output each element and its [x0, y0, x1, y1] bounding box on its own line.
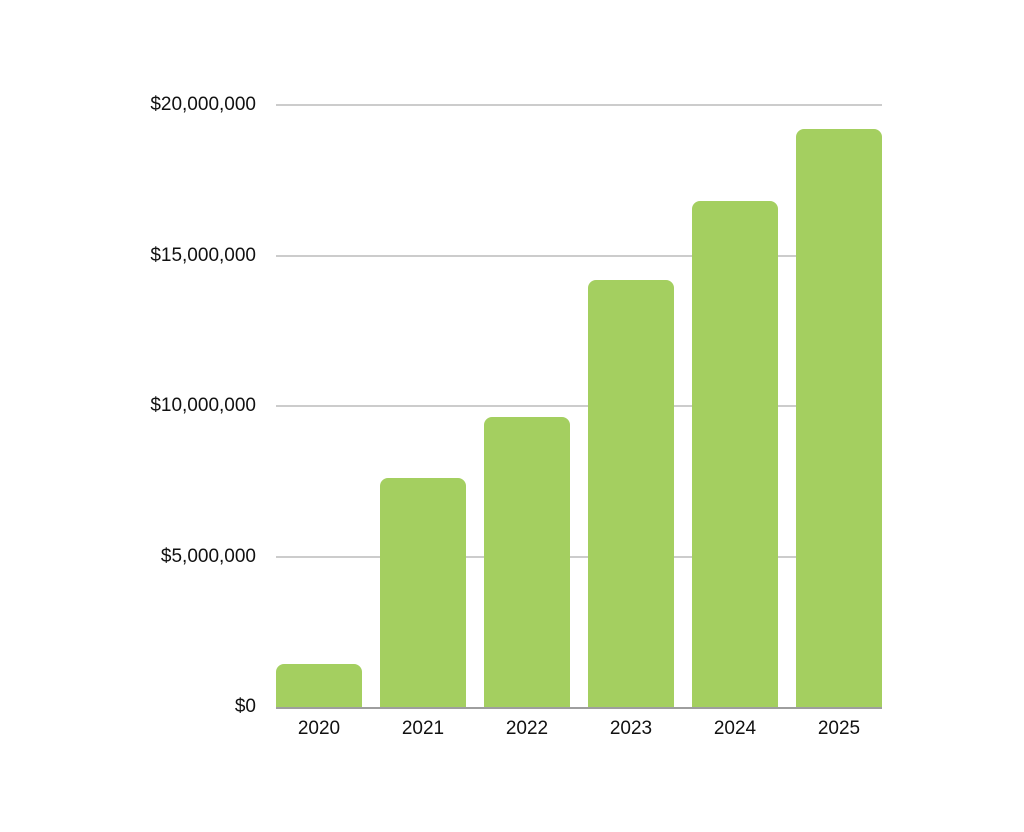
- gridline: [276, 104, 882, 106]
- bar-2022: [484, 417, 570, 707]
- x-axis-baseline: [276, 707, 882, 709]
- x-axis-tick-label: 2024: [713, 718, 757, 739]
- gridline: [276, 555, 882, 558]
- bar-2024: [692, 201, 778, 707]
- bar-2025: [796, 129, 882, 707]
- bar-2021: [380, 478, 466, 707]
- y-axis-tick-label: $0: [234, 696, 256, 717]
- x-axis-tick-label: 2022: [505, 718, 549, 739]
- x-axis-tick-label: 2025: [817, 718, 861, 739]
- y-axis-tick-label: $5,000,000: [160, 545, 256, 567]
- y-axis-tick-label: $10,000,000: [150, 395, 256, 416]
- y-axis-tick-label: $20,000,000: [150, 94, 256, 115]
- gridline: [276, 254, 882, 257]
- bar-2023: [588, 279, 674, 707]
- x-axis-tick-label: 2023: [609, 718, 653, 739]
- x-axis-tick-label: 2021: [401, 718, 445, 739]
- x-axis-tick-label: 2020: [297, 718, 341, 739]
- gridline: [276, 405, 882, 407]
- y-axis-tick-label: $15,000,000: [150, 244, 256, 266]
- bar-2020: [276, 663, 362, 707]
